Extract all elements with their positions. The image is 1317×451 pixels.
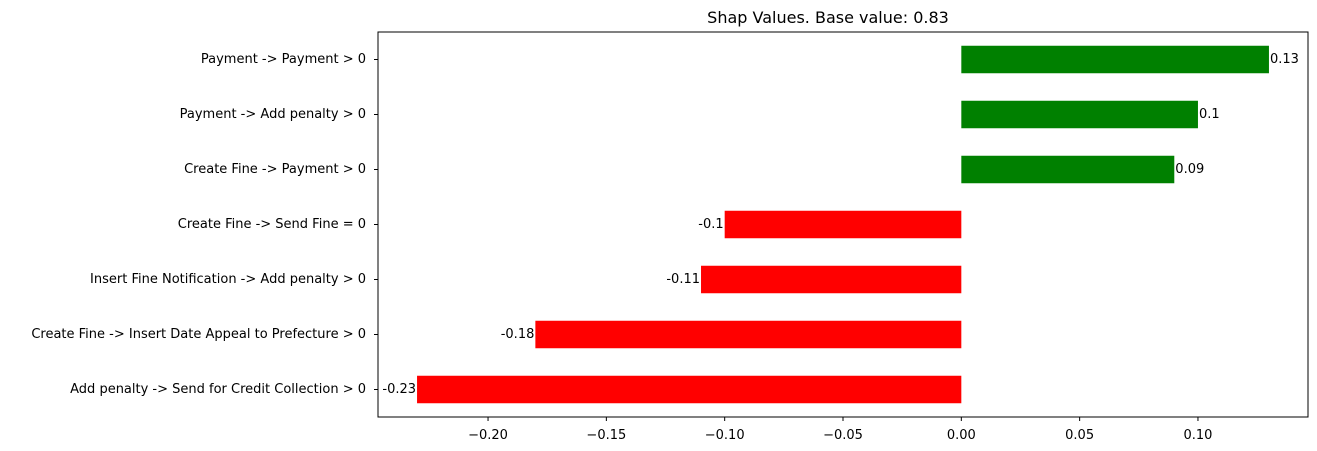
- bar: [417, 375, 962, 404]
- bar-value-label: 0.13: [1270, 52, 1299, 67]
- y-axis: Payment -> Payment > 0 Payment -> Add pen…: [31, 52, 378, 397]
- bar: [961, 155, 1175, 184]
- x-axis: −0.20 −0.15 −0.10 −0.05 0.00 0.05 0.10: [468, 417, 1212, 443]
- bar-value-label: 0.1: [1199, 107, 1220, 122]
- bar: [961, 45, 1269, 74]
- value-labels-group: 0.13 0.1 0.09 -0.1 -0.11 -0.18 -0.23: [382, 52, 1299, 397]
- bar-value-label: -0.11: [666, 272, 700, 287]
- bar: [961, 100, 1198, 129]
- y-tick-label: Create Fine -> Insert Date Appeal to Pre…: [31, 327, 366, 342]
- chart-title: Shap Values. Base value: 0.83: [707, 8, 949, 27]
- bars-group: [417, 45, 1269, 404]
- bar: [701, 265, 962, 294]
- y-tick-label: Create Fine -> Payment > 0: [184, 162, 366, 177]
- x-tick-label: 0.05: [1065, 428, 1094, 443]
- plot-frame: [377, 31, 1309, 418]
- bar: [535, 320, 962, 349]
- bar-value-label: 0.09: [1175, 162, 1204, 177]
- x-tick-label: 0.10: [1183, 428, 1212, 443]
- x-tick-label: −0.05: [823, 428, 863, 443]
- bar-value-label: -0.18: [501, 327, 535, 342]
- x-tick-label: 0.00: [947, 428, 976, 443]
- bar-value-label: -0.23: [382, 382, 416, 397]
- y-tick-label: Create Fine -> Send Fine = 0: [178, 217, 366, 232]
- y-tick-label: Payment -> Payment > 0: [201, 52, 366, 67]
- bar-value-label: -0.1: [698, 217, 723, 232]
- x-tick-label: −0.10: [705, 428, 745, 443]
- y-tick-label: Payment -> Add penalty > 0: [180, 107, 366, 122]
- x-tick-label: −0.15: [586, 428, 626, 443]
- bar: [724, 210, 962, 239]
- y-tick-label: Add penalty -> Send for Credit Collectio…: [70, 382, 366, 397]
- y-tick-label: Insert Fine Notification -> Add penalty …: [90, 272, 366, 287]
- x-tick-label: −0.20: [468, 428, 508, 443]
